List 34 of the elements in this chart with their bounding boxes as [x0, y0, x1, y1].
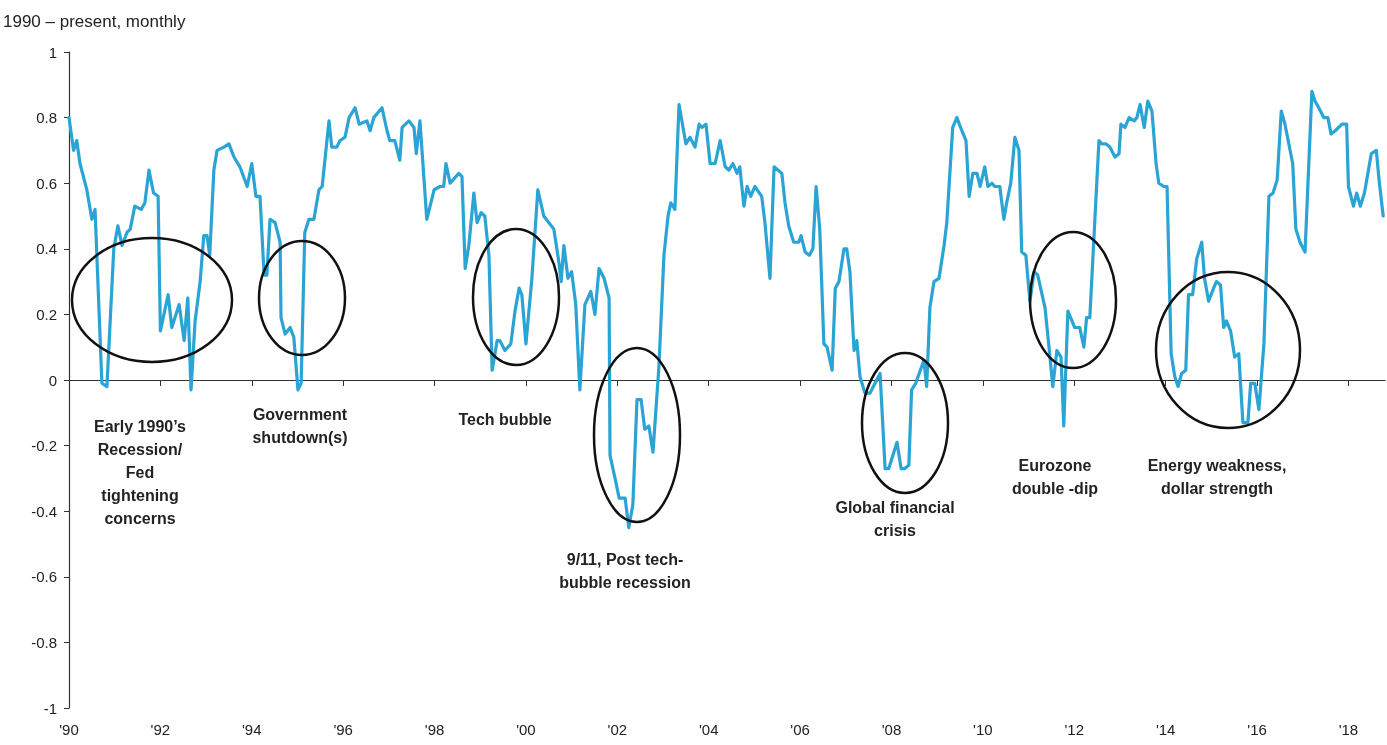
x-tick-label: '04 — [698, 721, 719, 738]
annotation: Early 1990’s Recession/ Fed tightening concerns — [94, 418, 187, 527]
x-tick-label: '06 — [790, 721, 810, 738]
y-tick-label: -0.4 — [31, 502, 57, 520]
x-tick-label: '18 — [1338, 721, 1359, 738]
x-tick-label: '96 — [333, 721, 353, 738]
x-tick-label: '14 — [1155, 721, 1176, 738]
x-tick-label: '16 — [1247, 721, 1267, 738]
annotation: Global financial crisis — [835, 499, 955, 539]
x-tick-label: '90 — [59, 721, 79, 738]
y-tick-label: -0.6 — [31, 568, 57, 586]
x-tick-label: '92 — [150, 721, 171, 738]
y-tick-label: -1 — [43, 699, 57, 717]
x-tick-label: '12 — [1064, 721, 1085, 738]
x-tick-label: '98 — [424, 721, 445, 738]
y-tick-label: -0.8 — [31, 633, 57, 651]
x-tick-label: '94 — [242, 721, 262, 738]
x-tick-label: '02 — [607, 721, 628, 738]
annotation: Tech bubble — [458, 411, 552, 428]
y-axis-title: 1990 – present, monthly — [3, 12, 186, 31]
annotation: 9/11, Post tech- bubble recession — [559, 551, 691, 591]
x-tick-label: '10 — [973, 721, 993, 738]
annotation: Eurozone double -dip — [1011, 457, 1099, 497]
x-tick-label: '00 — [516, 721, 536, 738]
y-tick-label: 1 — [48, 43, 57, 61]
y-tick-label: 0.2 — [36, 305, 57, 323]
annotation: Government shutdown(s) — [252, 406, 348, 446]
y-tick-label: -0.2 — [31, 437, 57, 455]
y-tick-label: 0 — [48, 371, 57, 389]
y-tick-label: 0.4 — [36, 240, 57, 258]
annotation: Energy weakness, dollar strength — [1147, 457, 1287, 497]
y-tick-label: 0.6 — [36, 174, 57, 192]
y-tick-label: 0.8 — [36, 109, 57, 127]
x-tick-label: '08 — [881, 721, 902, 738]
